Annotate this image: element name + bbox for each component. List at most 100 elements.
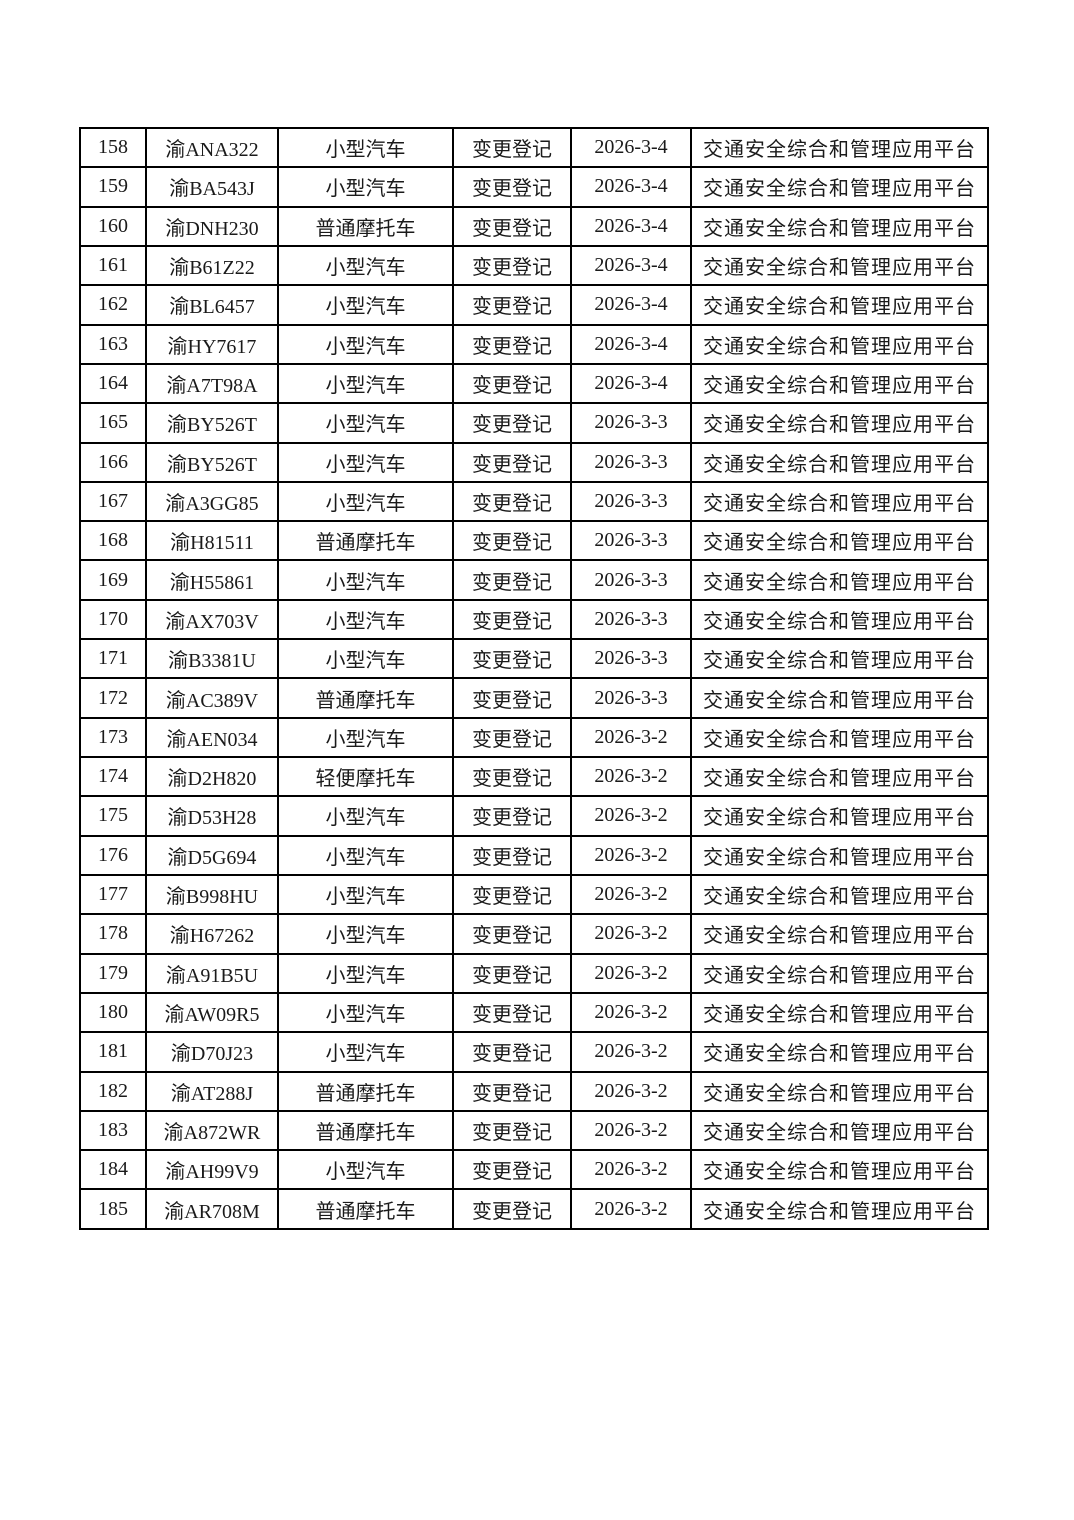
cell-registration-type: 变更登记: [452, 1109, 572, 1152]
cell-vehicle-type: 普通摩托车: [277, 1109, 454, 1152]
cell-registration-type: 变更登记: [452, 834, 572, 876]
cell-platform: 交通安全综合和管理应用平台: [690, 638, 989, 680]
table-row: 164 渝A7T98A 小型汽车 变更登记 2026-3-4 交通安全综合和管理应用平台: [79, 362, 989, 405]
cell-vehicle-type: 普通摩托车: [277, 1188, 454, 1230]
cell-registration-type: 变更登记: [452, 323, 572, 365]
cell-platform: 交通安全综合和管理应用平台: [690, 126, 989, 169]
cell-vehicle-type: 普通摩托车: [277, 1070, 454, 1112]
cell-plate: 渝AT288J: [145, 1070, 279, 1112]
table-row: 180 渝AW09R5 小型汽车 变更登记 2026-3-2 交通安全综合和管理应用平台: [79, 991, 989, 1034]
cell-plate: 渝H67262: [145, 913, 279, 955]
cell-vehicle-type: 小型汽车: [277, 873, 454, 916]
cell-plate: 渝AX703V: [145, 598, 279, 641]
cell-platform: 交通安全综合和管理应用平台: [690, 716, 989, 759]
table-body: 158 渝ANA322 小型汽车 变更登记 2026-3-4 交通安全综合和管理应用平台 1…: [79, 126, 989, 1230]
cell-vehicle-type: 小型汽车: [277, 716, 454, 759]
table-row: 165 渝BY526T 小型汽车 变更登记 2026-3-3 交通安全综合和管理应用平台: [79, 402, 989, 444]
table-row: 168 渝H81511 普通摩托车 变更登记 2026-3-3 交通安全综合和管理应用平台: [79, 520, 989, 562]
cell-plate: 渝H81511: [145, 520, 279, 562]
cell-date: 2026-3-4: [570, 244, 692, 287]
cell-seq: 160: [79, 205, 147, 247]
cell-seq: 184: [79, 1149, 147, 1191]
cell-platform: 交通安全综合和管理应用平台: [690, 284, 989, 326]
cell-seq: 174: [79, 755, 147, 798]
cell-registration-type: 变更登记: [452, 126, 572, 169]
cell-registration-type: 变更登记: [452, 284, 572, 326]
cell-vehicle-type: 小型汽车: [277, 244, 454, 287]
cell-date: 2026-3-3: [570, 441, 692, 483]
cell-platform: 交通安全综合和管理应用平台: [690, 755, 989, 798]
table-row: 171 渝B3381U 小型汽车 变更登记 2026-3-3 交通安全综合和管理应用平台: [79, 638, 989, 680]
cell-registration-type: 变更登记: [452, 520, 572, 562]
cell-date: 2026-3-3: [570, 402, 692, 444]
cell-plate: 渝H55861: [145, 559, 279, 601]
cell-seq: 179: [79, 952, 147, 994]
cell-registration-type: 变更登记: [452, 952, 572, 994]
cell-vehicle-type: 小型汽车: [277, 834, 454, 876]
table-row: 161 渝B61Z22 小型汽车 变更登记 2026-3-4 交通安全综合和管理应用平台: [79, 244, 989, 287]
cell-plate: 渝D70J23: [145, 1031, 279, 1073]
cell-platform: 交通安全综合和管理应用平台: [690, 1109, 989, 1152]
cell-seq: 171: [79, 638, 147, 680]
cell-seq: 163: [79, 323, 147, 365]
cell-date: 2026-3-3: [570, 677, 692, 719]
cell-seq: 173: [79, 716, 147, 759]
cell-vehicle-type: 普通摩托车: [277, 205, 454, 247]
table-row: 163 渝HY7617 小型汽车 变更登记 2026-3-4 交通安全综合和管理应用平台: [79, 323, 989, 365]
cell-plate: 渝AH99V9: [145, 1149, 279, 1191]
cell-seq: 169: [79, 559, 147, 601]
cell-platform: 交通安全综合和管理应用平台: [690, 598, 989, 641]
cell-platform: 交通安全综合和管理应用平台: [690, 1149, 989, 1191]
cell-seq: 185: [79, 1188, 147, 1230]
table-row: 174 渝D2H820 轻便摩托车 变更登记 2026-3-2 交通安全综合和管理应用平台: [79, 755, 989, 798]
cell-platform: 交通安全综合和管理应用平台: [690, 1188, 989, 1230]
table-row: 177 渝B998HU 小型汽车 变更登记 2026-3-2 交通安全综合和管理应用平台: [79, 873, 989, 916]
cell-vehicle-type: 小型汽车: [277, 559, 454, 601]
cell-vehicle-type: 小型汽车: [277, 1149, 454, 1191]
cell-vehicle-type: 轻便摩托车: [277, 755, 454, 798]
cell-vehicle-type: 小型汽车: [277, 913, 454, 955]
cell-plate: 渝D5G694: [145, 834, 279, 876]
cell-date: 2026-3-2: [570, 1109, 692, 1152]
cell-plate: 渝AW09R5: [145, 991, 279, 1034]
cell-vehicle-type: 普通摩托车: [277, 677, 454, 719]
cell-date: 2026-3-4: [570, 126, 692, 169]
cell-plate: 渝A91B5U: [145, 952, 279, 994]
cell-date: 2026-3-2: [570, 1188, 692, 1230]
cell-seq: 172: [79, 677, 147, 719]
cell-seq: 175: [79, 795, 147, 837]
table-row: 184 渝AH99V9 小型汽车 变更登记 2026-3-2 交通安全综合和管理应用平台: [79, 1149, 989, 1191]
cell-plate: 渝HY7617: [145, 323, 279, 365]
cell-registration-type: 变更登记: [452, 755, 572, 798]
cell-vehicle-type: 小型汽车: [277, 638, 454, 680]
cell-platform: 交通安全综合和管理应用平台: [690, 441, 989, 483]
cell-date: 2026-3-3: [570, 638, 692, 680]
table-row: 173 渝AEN034 小型汽车 变更登记 2026-3-2 交通安全综合和管理应用平台: [79, 716, 989, 759]
cell-vehicle-type: 小型汽车: [277, 402, 454, 444]
cell-vehicle-type: 小型汽车: [277, 284, 454, 326]
cell-registration-type: 变更登记: [452, 1188, 572, 1230]
cell-plate: 渝AR708M: [145, 1188, 279, 1230]
cell-date: 2026-3-2: [570, 1031, 692, 1073]
cell-date: 2026-3-2: [570, 755, 692, 798]
cell-seq: 170: [79, 598, 147, 641]
cell-registration-type: 变更登记: [452, 795, 572, 837]
cell-platform: 交通安全综合和管理应用平台: [690, 1070, 989, 1112]
cell-plate: 渝BY526T: [145, 402, 279, 444]
cell-date: 2026-3-2: [570, 913, 692, 955]
cell-date: 2026-3-3: [570, 598, 692, 641]
cell-date: 2026-3-4: [570, 362, 692, 405]
cell-platform: 交通安全综合和管理应用平台: [690, 205, 989, 247]
table-row: 179 渝A91B5U 小型汽车 变更登记 2026-3-2 交通安全综合和管理应用平台: [79, 952, 989, 994]
cell-seq: 183: [79, 1109, 147, 1152]
cell-seq: 177: [79, 873, 147, 916]
cell-vehicle-type: 普通摩托车: [277, 520, 454, 562]
table-row: 162 渝BL6457 小型汽车 变更登记 2026-3-4 交通安全综合和管理应用平台: [79, 284, 989, 326]
cell-platform: 交通安全综合和管理应用平台: [690, 520, 989, 562]
cell-plate: 渝BL6457: [145, 284, 279, 326]
cell-platform: 交通安全综合和管理应用平台: [690, 795, 989, 837]
cell-date: 2026-3-2: [570, 1070, 692, 1112]
cell-plate: 渝B3381U: [145, 638, 279, 680]
cell-platform: 交通安全综合和管理应用平台: [690, 834, 989, 876]
